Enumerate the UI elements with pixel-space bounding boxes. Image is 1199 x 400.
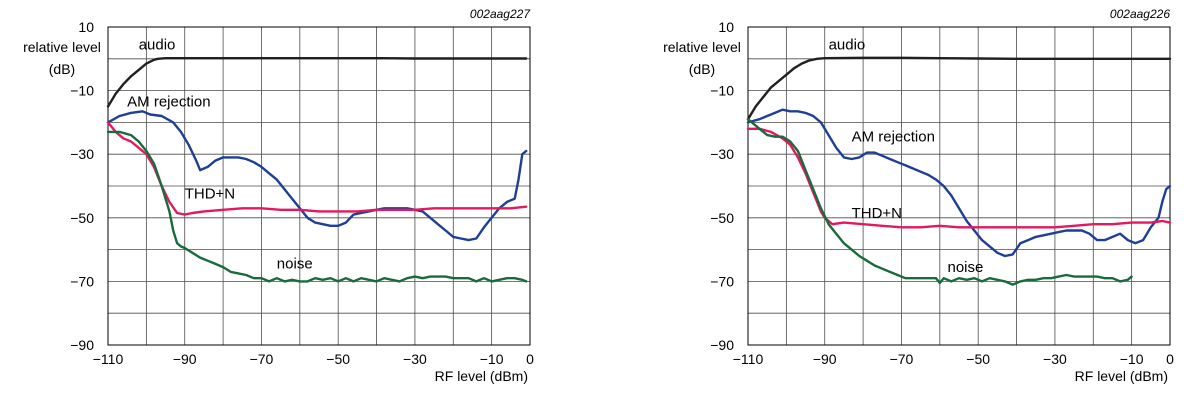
grid bbox=[108, 27, 530, 345]
y-tick-label: −10 bbox=[710, 83, 734, 99]
y-tick-label: −10 bbox=[70, 83, 94, 99]
x-tick-label: −90 bbox=[813, 351, 837, 367]
y-tick-label: −70 bbox=[70, 273, 94, 289]
y-axis-label: relative level bbox=[663, 39, 741, 55]
y-tick-label: −90 bbox=[70, 337, 94, 353]
x-tick-label: −30 bbox=[1043, 351, 1067, 367]
series-label: THD+N bbox=[185, 186, 235, 203]
x-tick-label: 0 bbox=[526, 351, 534, 367]
series-label: audio bbox=[829, 36, 866, 53]
x-tick-label: −110 bbox=[733, 351, 764, 367]
plot-frame bbox=[107, 26, 531, 346]
chart-panel-left: 10 −10 −30 −50 −70 −90 −110 −90 −70 −50 −30 −10 0 rel… bbox=[0, 0, 560, 400]
chart-panel-right: 10 −10 −30 −50 −70 −90 −110 −90 −70 −50 −30 −10 0 rel… bbox=[640, 0, 1199, 400]
x-tick-label: −30 bbox=[403, 351, 427, 367]
series-line-am-rejection bbox=[106, 110, 528, 242]
x-tick-label: −70 bbox=[890, 351, 914, 367]
chart-left: 10−10−30−50−70−90−110 −90 −70 −50 −30 −10 0rel… bbox=[23, 7, 534, 384]
x-tick-label: −110 bbox=[93, 351, 124, 367]
y-tick-label: −30 bbox=[710, 146, 734, 162]
y-axis-label-unit: (dB) bbox=[689, 61, 715, 77]
figure-id-label: 002aag226 bbox=[1110, 7, 1170, 21]
y-tick-label: 10 bbox=[78, 19, 94, 35]
series-line-noise bbox=[106, 130, 528, 283]
y-axis-label-unit: (dB) bbox=[49, 61, 75, 77]
y-tick-label: 10 bbox=[718, 19, 734, 35]
series-line-audio bbox=[106, 57, 528, 108]
series-label: noise bbox=[947, 259, 983, 276]
chart-right: 10−10−30−50−70−90−110 −90 −70 −50 −30 −10 0rel… bbox=[663, 7, 1174, 384]
series-line-thd-n bbox=[746, 127, 1172, 229]
series-label: THD+N bbox=[852, 205, 902, 222]
x-tick-label: 0 bbox=[1166, 351, 1174, 367]
y-tick-label: −30 bbox=[70, 146, 94, 162]
x-tick-label: −90 bbox=[173, 351, 197, 367]
x-tick-label: −50 bbox=[966, 351, 990, 367]
grid bbox=[748, 27, 1170, 345]
series-line-am-rejection bbox=[746, 108, 1172, 258]
series-label: noise bbox=[277, 256, 313, 273]
y-axis-label: relative level bbox=[23, 39, 101, 55]
figure-id-label: 002aag227 bbox=[470, 7, 531, 21]
x-tick-label: −70 bbox=[250, 351, 274, 367]
series-label: AM rejection bbox=[127, 94, 210, 111]
y-tick-label: −50 bbox=[70, 210, 94, 226]
x-axis-label: RF level (dBm) bbox=[1075, 368, 1168, 384]
y-tick-label: −90 bbox=[710, 337, 734, 353]
x-tick-label: −10 bbox=[1120, 351, 1144, 367]
series-line-audio bbox=[746, 56, 1172, 121]
x-tick-label: −50 bbox=[326, 351, 350, 367]
series-label: AM rejection bbox=[852, 128, 935, 145]
y-tick-label: −70 bbox=[710, 273, 734, 289]
series-line-thd-n bbox=[106, 121, 528, 216]
series-line-noise bbox=[746, 117, 1133, 286]
series-label: audio bbox=[139, 36, 176, 53]
x-axis-label: RF level (dBm) bbox=[435, 368, 528, 384]
y-tick-label: −50 bbox=[710, 210, 734, 226]
x-tick-label: −10 bbox=[480, 351, 504, 367]
